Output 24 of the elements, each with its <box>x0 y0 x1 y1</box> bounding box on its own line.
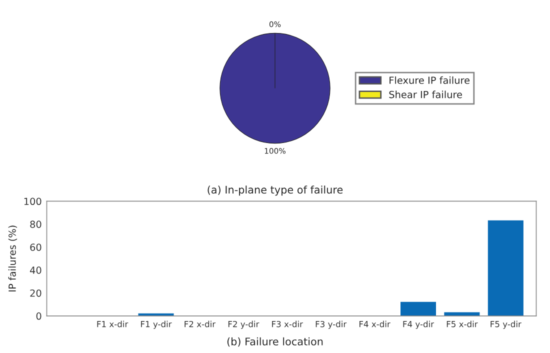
bar <box>444 312 480 316</box>
x-tick-label: F3 x-dir <box>272 320 303 328</box>
x-tick-label: F1 y-dir <box>141 320 172 329</box>
y-axis-title: IP failures (%) <box>8 226 18 292</box>
legend-label: Flexure IP failure <box>390 76 470 84</box>
y-tick-label: 40 <box>30 266 42 274</box>
bar <box>400 302 436 316</box>
x-tick-label: F4 x-dir <box>360 320 390 328</box>
x-tick-label: F5 x-dir <box>446 320 478 328</box>
text: (a) In-plane type of failure <box>208 186 343 196</box>
y-tick-label: 20 <box>30 289 42 297</box>
x-tick-label: F3 y-dir <box>316 320 347 329</box>
bar <box>488 220 524 316</box>
y-tick-label: 80 <box>30 220 42 228</box>
y-tick-label: 100 <box>24 198 42 206</box>
y-tick-label: 60 <box>30 244 42 251</box>
x-tick-label: F2 x-dir <box>184 320 216 328</box>
y-tick-label: 0 <box>36 312 42 320</box>
x-tick-label: F4 y-dir <box>403 320 434 329</box>
x-tick-label: F5 y-dir <box>490 320 522 329</box>
legend-label: Shear IP failure <box>389 90 462 98</box>
x-tick-label: F2 y-dir <box>228 320 260 329</box>
x-tick-label: F1 x-dir <box>97 320 128 328</box>
text: (b) Failure location <box>227 337 323 347</box>
